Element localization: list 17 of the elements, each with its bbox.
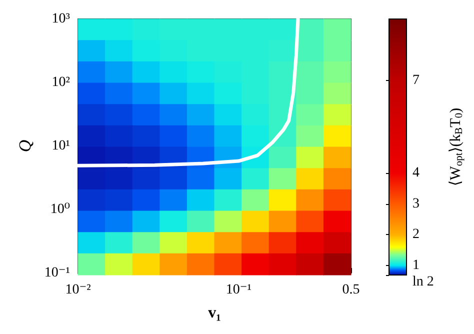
color-bar-label: 3 [412, 196, 420, 212]
color-bar-label: 7 [412, 73, 420, 88]
x-tick-label: 10⁻² [65, 282, 91, 298]
y-tick-label: 10⁻¹ [44, 266, 70, 280]
y-axis-title: Q [16, 140, 35, 152]
color-bar-label: 1 [412, 258, 420, 274]
y-tick-label: 10² [52, 75, 70, 90]
y-tick-label: 10³ [52, 12, 70, 26]
color-bar-label: ln 2 [412, 274, 434, 290]
color-bar-label: 4 [412, 166, 420, 181]
color-bar-title: ⟨Wopt⟩(kBT0) [448, 108, 465, 186]
x-tick-label: 0.5 [342, 282, 360, 298]
x-tick-label: 10⁻¹ [226, 282, 252, 298]
x-axis-title: v₁ [208, 304, 222, 322]
color-bar-label: 2 [412, 227, 420, 242]
y-tick-label: 10¹ [52, 138, 70, 154]
y-tick-label: 10⁰ [50, 202, 70, 217]
